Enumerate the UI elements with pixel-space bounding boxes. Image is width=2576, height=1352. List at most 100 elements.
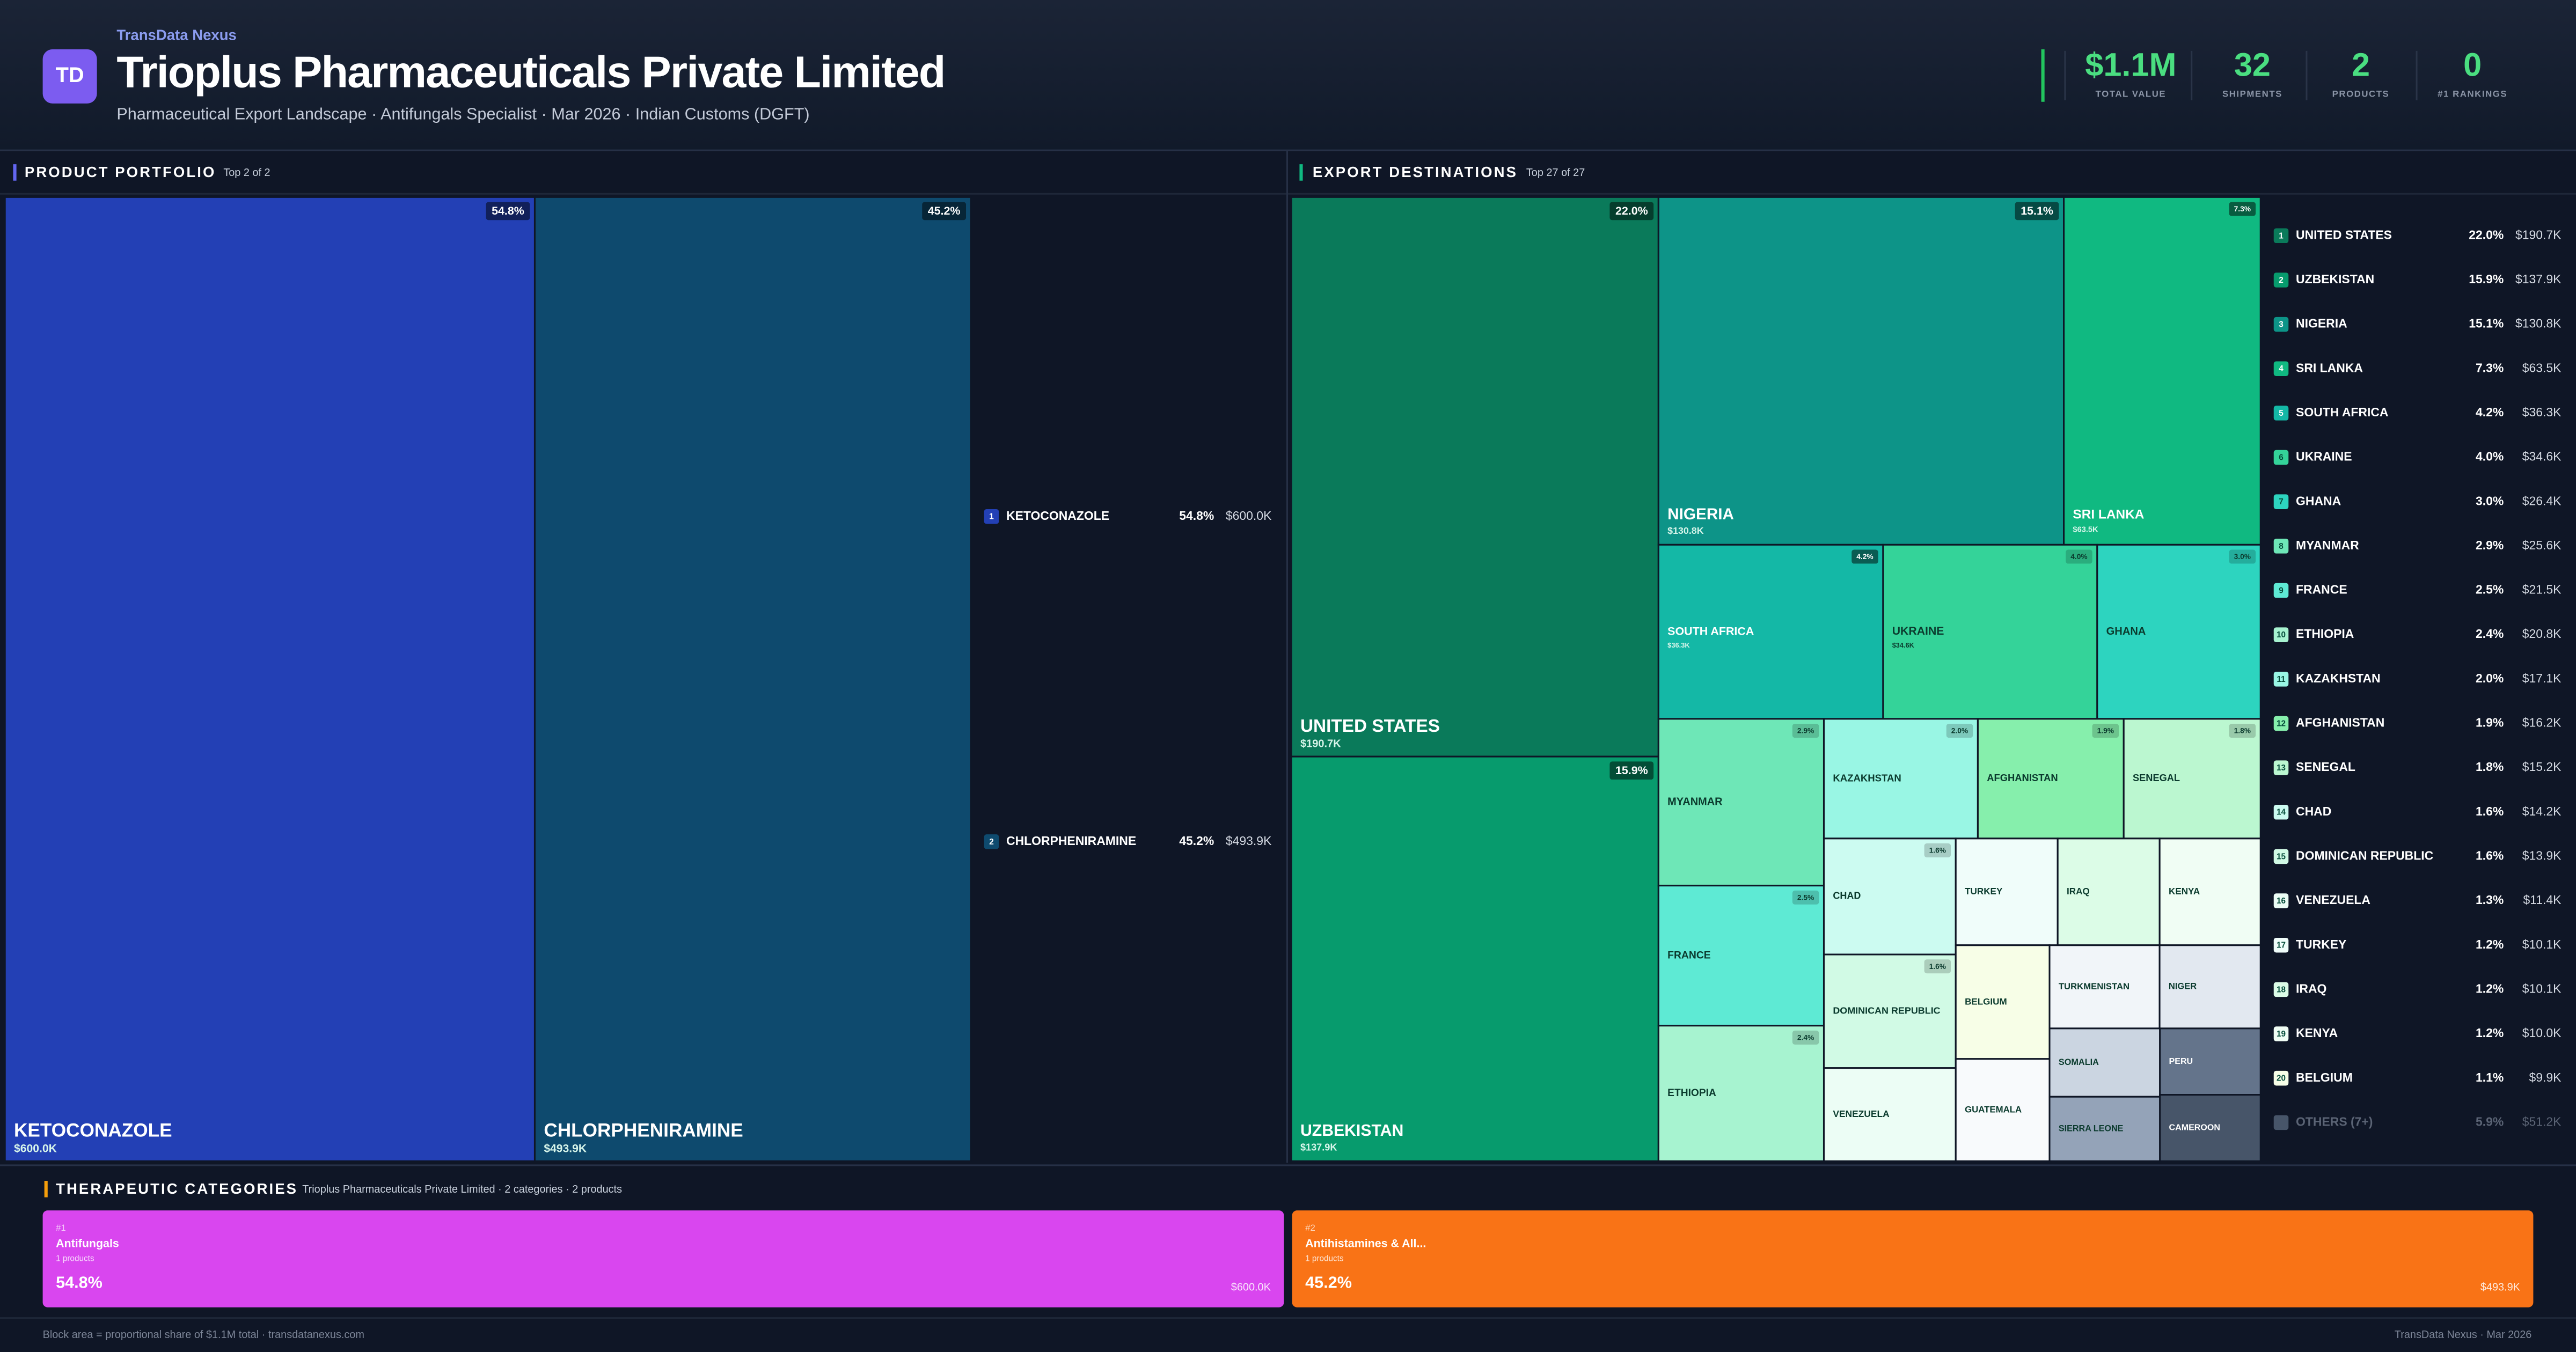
cell-label: TURKMENISTAN: [2059, 981, 2129, 991]
cell-label: BELGIUM: [1965, 996, 2007, 1006]
rank-badge: [2273, 1115, 2289, 1130]
cell-value: $137.9K: [1300, 1142, 1337, 1152]
rank-number: 19: [2277, 1030, 2286, 1039]
cell-value: $63.5K: [2073, 526, 2098, 534]
cell-value: $493.9K: [544, 1143, 587, 1155]
section-title: PRODUCT PORTFOLIO: [25, 164, 216, 180]
treemap-cell: [1290, 196, 1659, 758]
rank-badge: [2273, 494, 2289, 509]
cell-label: NIGER: [2169, 982, 2197, 991]
cell-label: KENYA: [2169, 886, 2200, 897]
share-badge: [1792, 1030, 1819, 1045]
list-value: $14.2K: [2522, 804, 2562, 818]
section-subtitle: Top 2 of 2: [223, 167, 270, 179]
share-badge-text: 1.6%: [1929, 847, 1946, 855]
rank-badge: [2273, 1026, 2289, 1041]
list-name: VENEZUELA: [2296, 893, 2370, 907]
list-name: NIGERIA: [2296, 317, 2347, 330]
cell-label: UKRAINE: [1892, 624, 1944, 637]
rank-number: 15: [2277, 852, 2286, 861]
rank-number: 7: [2279, 497, 2284, 506]
list-value: $9.9K: [2529, 1070, 2562, 1084]
list-name: KAZAKHSTAN: [2296, 671, 2381, 685]
rank-badge: [2273, 937, 2289, 953]
rank-number: 2: [989, 837, 994, 847]
cell-label: FRANCE: [1667, 950, 1711, 961]
list-value: $13.9K: [2522, 848, 2562, 862]
cell-label: CHAD: [1833, 891, 1861, 901]
list-value: $10.0K: [2522, 1026, 2562, 1040]
list-share: 2.4%: [2476, 627, 2504, 641]
kpi-label: PRODUCTS: [2332, 89, 2390, 99]
share-badge: [1924, 843, 1951, 858]
list-name: SRI LANKA: [2296, 361, 2363, 374]
list-name: AFGHANISTAN: [2296, 716, 2384, 730]
cell-label: CHLORPHENIRAMINE: [544, 1120, 743, 1141]
share-badge: [2066, 549, 2092, 564]
logo-text: TD: [56, 63, 84, 87]
rank-badge: [2273, 1070, 2289, 1086]
list-share: 1.9%: [2476, 716, 2504, 730]
section-accent: [13, 164, 17, 181]
cell-label: CAMEROON: [2169, 1123, 2220, 1133]
list-name: KENYA: [2296, 1026, 2338, 1040]
list-value: $20.8K: [2522, 627, 2562, 641]
treemap-cell: [1823, 837, 1957, 956]
list-share: 45.2%: [1179, 834, 1214, 848]
list-value: $190.7K: [2515, 227, 2562, 241]
rank-number: 9: [2279, 586, 2284, 595]
share-badge-text: 2.4%: [1797, 1033, 1814, 1041]
list-share: 1.8%: [2476, 760, 2504, 774]
rank-number: 3: [2279, 320, 2284, 329]
share-badge-text: 15.9%: [1615, 764, 1648, 777]
share-badge-text: 2.5%: [1797, 893, 1814, 901]
rank-number: 18: [2277, 985, 2286, 994]
list-name: GHANA: [2296, 494, 2341, 508]
card-count: 1 products: [56, 1254, 94, 1263]
treemap-cell: [2048, 1027, 2161, 1098]
list-name: TURKEY: [2296, 937, 2346, 951]
list-name: CHLORPHENIRAMINE: [1006, 834, 1136, 848]
rank-number: 1: [989, 512, 994, 521]
card-value: $600.0K: [1231, 1281, 1271, 1293]
share-badge-text: 4.0%: [2070, 553, 2087, 561]
list-name: KETOCONAZOLE: [1006, 509, 1109, 523]
share-badge-text: 1.6%: [1929, 962, 1946, 971]
list-value: $10.1K: [2522, 981, 2562, 995]
cell-label: AFGHANISTAN: [1987, 772, 2058, 783]
rank-number: 11: [2277, 675, 2286, 684]
share-badge: [2092, 724, 2119, 738]
list-name: UZBEKISTAN: [2296, 272, 2374, 286]
treemap-cell: [1823, 718, 1979, 840]
share-badge: [1924, 959, 1951, 974]
rank-number: 14: [2277, 808, 2286, 817]
cell-value: $130.8K: [1667, 525, 1704, 536]
share-badge: [1851, 549, 1878, 564]
list-value: $34.6K: [2522, 450, 2562, 464]
card-value: $493.9K: [2480, 1281, 2521, 1293]
footer-left: Block area = proportional share of $1.1M…: [43, 1329, 364, 1341]
list-value: $17.1K: [2522, 671, 2562, 685]
list-name: UKRAINE: [2296, 450, 2352, 464]
cell-label: PERU: [2169, 1056, 2193, 1066]
list-name: SENEGAL: [2296, 760, 2355, 774]
list-name: MYANMAR: [2296, 538, 2359, 552]
cell-label: IRAQ: [2067, 886, 2090, 897]
kpi-value: 32: [2234, 47, 2271, 83]
cell-label: GUATEMALA: [1965, 1104, 2022, 1114]
list-share: 54.8%: [1179, 509, 1214, 523]
share-badge-text: 15.1%: [2021, 204, 2053, 217]
kpi-value: 2: [2352, 47, 2370, 83]
list-share: 15.1%: [2469, 317, 2504, 330]
share-badge-text: 1.8%: [2234, 727, 2251, 735]
card-rank: #2: [1305, 1223, 1315, 1233]
rank-number: 12: [2277, 719, 2286, 728]
section-accent: [1299, 164, 1303, 181]
share-badge-text: 45.2%: [928, 204, 961, 217]
cell-label: KETOCONAZOLE: [14, 1120, 172, 1141]
rank-number: 1: [2279, 231, 2284, 240]
share-badge: [2229, 549, 2256, 564]
rank-badge: [2273, 893, 2289, 908]
treemap-cell: [1823, 953, 1957, 1069]
rank-badge: [2273, 450, 2289, 465]
